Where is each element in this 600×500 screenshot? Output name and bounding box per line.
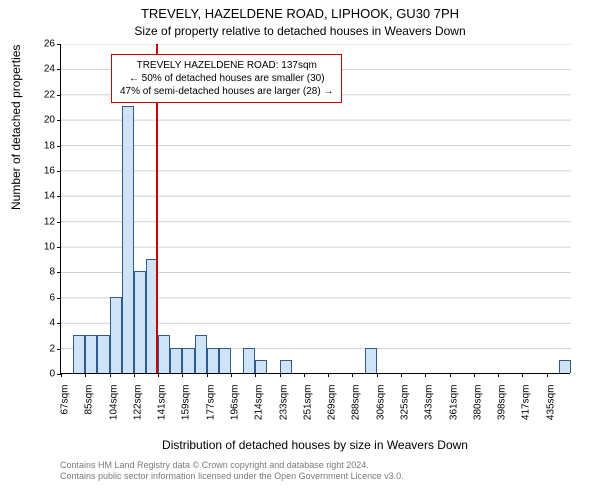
x-tick-mark (304, 373, 305, 377)
x-tick-mark (377, 373, 378, 377)
x-tick-mark (328, 373, 329, 377)
x-tick-mark (61, 373, 62, 377)
y-tick-label: 26 (44, 39, 55, 50)
callout-line-1: TREVELY HAZELDENE ROAD: 137sqm (120, 59, 333, 72)
x-tick-label: 67sqm (60, 385, 71, 415)
histogram-bar (85, 335, 97, 373)
y-tick-mark (57, 323, 61, 324)
y-tick-mark (57, 247, 61, 248)
x-tick-label: 159sqm (181, 385, 192, 421)
x-axis-title: Distribution of detached houses by size … (60, 438, 570, 452)
x-tick-label: 122sqm (132, 385, 143, 421)
chart-subtitle: Size of property relative to detached ho… (0, 24, 600, 38)
y-tick-label: 6 (49, 292, 55, 303)
y-tick-label: 22 (44, 89, 55, 100)
histogram-bar (170, 348, 182, 373)
y-tick-label: 12 (44, 216, 55, 227)
x-tick-label: 325sqm (400, 385, 411, 421)
y-tick-label: 8 (49, 267, 55, 278)
histogram-bar (255, 360, 267, 373)
property-callout: TREVELY HAZELDENE ROAD: 137sqm← 50% of d… (111, 54, 342, 103)
x-tick-label: 380sqm (472, 385, 483, 421)
x-tick-label: 196sqm (230, 385, 241, 421)
y-tick-mark (57, 298, 61, 299)
x-tick-label: 417sqm (521, 385, 532, 421)
x-tick-label: 306sqm (375, 385, 386, 421)
y-tick-label: 2 (49, 343, 55, 354)
y-tick-mark (57, 95, 61, 96)
histogram-bar (110, 297, 122, 373)
x-tick-mark (85, 373, 86, 377)
x-tick-mark (352, 373, 353, 377)
x-tick-label: 435sqm (545, 385, 556, 421)
y-tick-label: 14 (44, 191, 55, 202)
y-tick-mark (57, 349, 61, 350)
x-tick-mark (255, 373, 256, 377)
y-tick-label: 18 (44, 140, 55, 151)
y-tick-mark (57, 272, 61, 273)
y-tick-label: 24 (44, 64, 55, 75)
histogram-bar (280, 360, 292, 373)
x-tick-mark (425, 373, 426, 377)
x-tick-label: 361sqm (448, 385, 459, 421)
histogram-bar (182, 348, 194, 373)
x-tick-mark (474, 373, 475, 377)
histogram-bar (207, 348, 219, 373)
footer-attribution: Contains HM Land Registry data © Crown c… (60, 460, 570, 483)
x-tick-label: 398sqm (497, 385, 508, 421)
histogram-bar (73, 335, 85, 373)
x-tick-mark (231, 373, 232, 377)
y-tick-mark (57, 222, 61, 223)
histogram-bar (243, 348, 255, 373)
x-tick-mark (182, 373, 183, 377)
x-tick-label: 104sqm (108, 385, 119, 421)
y-tick-label: 20 (44, 115, 55, 126)
x-tick-label: 214sqm (254, 385, 265, 421)
x-tick-mark (522, 373, 523, 377)
x-tick-label: 251sqm (302, 385, 313, 421)
x-tick-mark (280, 373, 281, 377)
y-tick-mark (57, 69, 61, 70)
x-tick-mark (498, 373, 499, 377)
plot-area: 0246810121416182022242667sqm85sqm104sqm1… (60, 44, 570, 374)
y-axis-title: Number of detached properties (9, 45, 23, 210)
y-tick-label: 4 (49, 318, 55, 329)
histogram-bar (219, 348, 231, 373)
histogram-bar (365, 348, 377, 373)
histogram-bar (195, 335, 207, 373)
x-tick-label: 85sqm (84, 385, 95, 415)
y-tick-mark (57, 146, 61, 147)
histogram-bar (97, 335, 109, 373)
x-tick-mark (401, 373, 402, 377)
callout-line-2: ← 50% of detached houses are smaller (30… (120, 72, 333, 85)
x-tick-label: 288sqm (351, 385, 362, 421)
histogram-bar (559, 360, 571, 373)
x-tick-label: 269sqm (327, 385, 338, 421)
x-tick-label: 177sqm (205, 385, 216, 421)
chart-container: TREVELY, HAZELDENE ROAD, LIPHOOK, GU30 7… (0, 0, 600, 500)
footer-line-1: Contains HM Land Registry data © Crown c… (60, 460, 570, 471)
x-tick-label: 343sqm (424, 385, 435, 421)
histogram-bar (158, 335, 170, 373)
histogram-bar (134, 271, 146, 373)
y-tick-mark (57, 120, 61, 121)
callout-line-3: 47% of semi-detached houses are larger (… (120, 85, 333, 98)
footer-line-2: Contains public sector information licen… (60, 471, 570, 482)
x-tick-label: 141sqm (157, 385, 168, 421)
y-tick-mark (57, 171, 61, 172)
x-tick-mark (134, 373, 135, 377)
histogram-bar (122, 106, 134, 373)
x-tick-mark (158, 373, 159, 377)
y-tick-mark (57, 196, 61, 197)
x-tick-mark (207, 373, 208, 377)
x-tick-mark (547, 373, 548, 377)
chart-title: TREVELY, HAZELDENE ROAD, LIPHOOK, GU30 7… (0, 6, 600, 21)
y-tick-label: 16 (44, 165, 55, 176)
y-tick-label: 10 (44, 242, 55, 253)
y-tick-label: 0 (49, 369, 55, 380)
y-tick-mark (57, 44, 61, 45)
x-tick-mark (450, 373, 451, 377)
x-tick-mark (110, 373, 111, 377)
x-tick-label: 233sqm (278, 385, 289, 421)
